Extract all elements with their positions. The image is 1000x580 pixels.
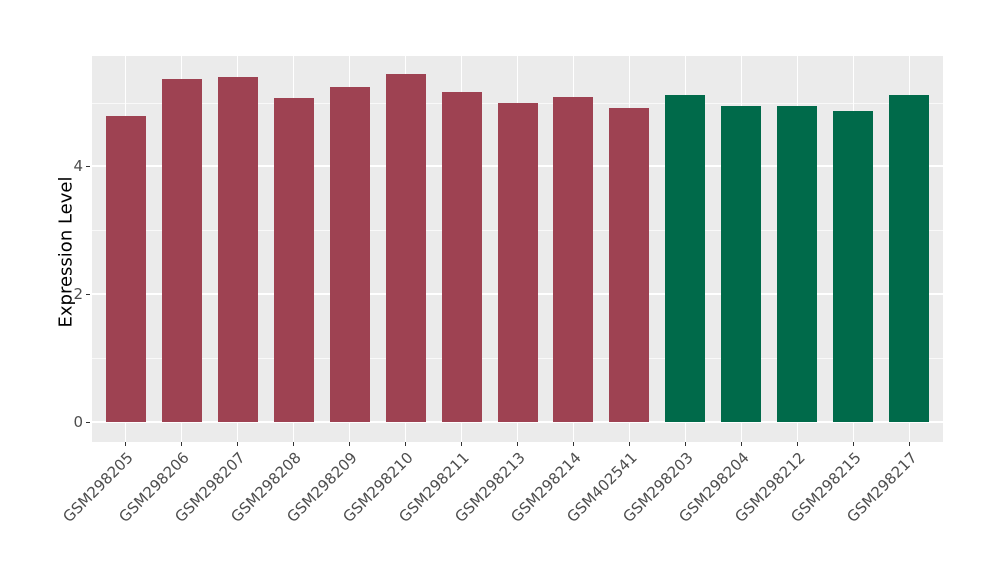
bar: [721, 105, 762, 422]
y-tick-mark: [86, 166, 90, 168]
x-tick-mark: [740, 442, 742, 446]
bar: [217, 76, 258, 422]
y-tick-label: 0: [73, 413, 83, 431]
y-axis-title: Expression Level: [55, 176, 77, 328]
y-tick-mark: [86, 294, 90, 296]
bar: [105, 115, 146, 422]
y-tick-mark: [86, 422, 90, 423]
x-tick-mark: [908, 442, 910, 446]
plot-panel: [92, 56, 943, 442]
bar: [385, 73, 426, 422]
bar: [665, 94, 706, 422]
bar: [777, 105, 818, 422]
y-tick-label: 4: [73, 157, 83, 176]
bar: [497, 102, 538, 422]
y-tick-label: 2: [73, 285, 83, 304]
bar: [161, 78, 202, 422]
x-tick-mark: [181, 442, 183, 446]
x-tick-mark: [852, 442, 854, 446]
x-tick-mark: [628, 442, 630, 446]
bar: [553, 97, 594, 422]
x-tick-mark: [293, 442, 295, 446]
x-tick-mark: [237, 442, 239, 446]
x-tick-mark: [572, 442, 574, 446]
x-tick-mark: [796, 442, 798, 446]
bar: [273, 98, 314, 422]
x-tick-mark: [517, 442, 518, 446]
bar: [889, 95, 930, 422]
x-tick-mark: [349, 442, 351, 446]
x-tick-mark: [405, 442, 407, 446]
bar: [329, 87, 370, 422]
bar: [833, 111, 874, 422]
x-tick-mark: [125, 442, 127, 446]
bar: [609, 107, 650, 422]
x-tick-mark: [461, 442, 462, 446]
bar: [441, 91, 482, 422]
x-tick-mark: [684, 442, 686, 446]
